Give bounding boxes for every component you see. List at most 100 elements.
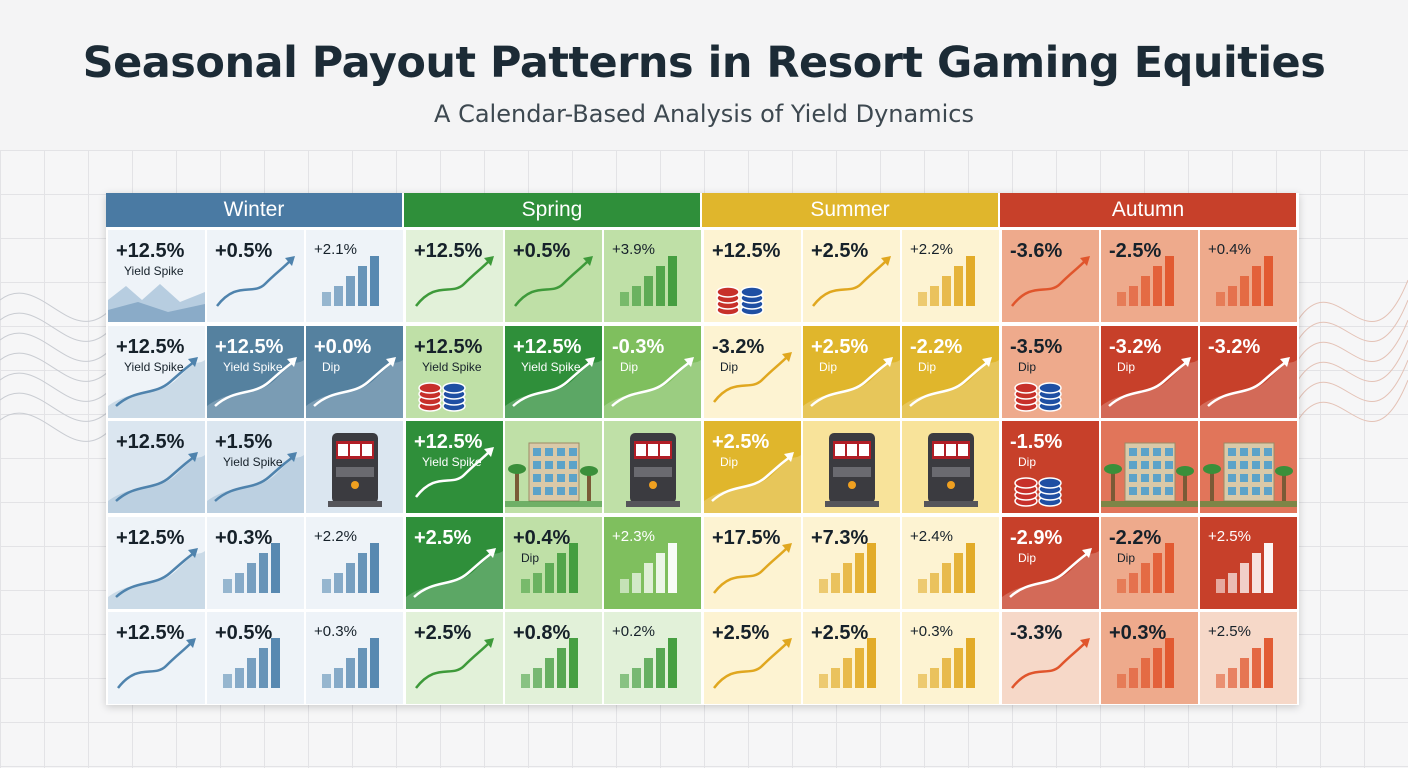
yield-value: +7.3% — [811, 526, 869, 549]
yield-value: +2.5% — [811, 622, 869, 644]
yield-cell: -3.3% — [1002, 612, 1099, 704]
yield-value: +12.5% — [215, 335, 284, 358]
yield-cell — [505, 421, 602, 513]
wave-decoration-left — [0, 292, 110, 442]
yield-value: -2.2% — [1109, 526, 1162, 549]
bar-chart-icon — [918, 638, 975, 688]
yield-label: Yield Spike — [124, 264, 184, 278]
cell-graphic — [1117, 542, 1174, 593]
trend-line-icon — [812, 256, 891, 307]
yield-value: -3.2% — [1208, 335, 1261, 358]
resort-hotel-icon — [505, 442, 602, 507]
cell-graphic — [223, 638, 280, 688]
yield-value: -3.6% — [1010, 240, 1063, 262]
yield-value: +2.2% — [314, 527, 357, 545]
yield-value: -2.5% — [1109, 240, 1162, 262]
yield-value: +2.5% — [414, 622, 472, 644]
yield-label: Yield Spike — [521, 359, 581, 374]
trend-area-icon — [902, 356, 999, 418]
yield-value: +12.5% — [712, 240, 781, 262]
yield-cell: +0.4% — [1200, 230, 1297, 322]
cell-graphic — [716, 286, 764, 316]
yield-cell: +12.5% — [108, 516, 205, 609]
yield-cell: +2.5% — [803, 230, 900, 322]
yield-label: Yield Spike — [223, 455, 283, 469]
yield-value: +2.5% — [1208, 623, 1251, 640]
cell-graphic — [918, 256, 975, 306]
trend-area-icon — [207, 356, 304, 418]
cell-graphic — [1011, 638, 1090, 689]
yield-value: -0.3% — [612, 335, 665, 358]
yield-value: +0.4% — [513, 526, 571, 549]
yield-cell: +2.2% — [306, 516, 403, 609]
yield-value: +2.5% — [414, 526, 472, 549]
yield-value: +2.1% — [314, 241, 357, 258]
yield-cell — [1101, 421, 1198, 513]
yield-label: Dip — [521, 550, 540, 565]
yield-cell: +0.5% — [505, 230, 602, 322]
yield-value: -3.2% — [712, 335, 765, 358]
yield-value: +0.5% — [215, 622, 273, 644]
yield-value: +2.2% — [910, 241, 953, 258]
yield-value: +0.3% — [910, 623, 953, 640]
yield-value: -3.5% — [1010, 335, 1063, 358]
casino-chips-icon — [1014, 477, 1062, 507]
bar-chart-icon — [1216, 638, 1273, 688]
yield-value: +12.5% — [513, 335, 582, 358]
yield-cell: +0.2% — [604, 612, 701, 704]
yield-cell: +12.5% Yield Spike — [108, 230, 205, 322]
season-header-spring: Spring — [404, 193, 700, 227]
trend-line-icon — [713, 638, 792, 689]
cell-graphic — [819, 542, 876, 593]
yield-label: Dip — [918, 359, 937, 374]
yield-cell: +12.5% — [406, 230, 503, 322]
bar-chart-icon — [521, 542, 578, 593]
yield-label: Yield Spike — [223, 359, 283, 374]
yield-cell: +2.5% — [803, 612, 900, 704]
cell-graphic — [1200, 356, 1297, 418]
yield-value: +0.5% — [513, 240, 571, 262]
yield-cell: +0.3% — [306, 612, 403, 704]
mountain-icon — [108, 284, 205, 322]
yield-value: +2.5% — [712, 431, 770, 453]
yield-cell — [902, 421, 999, 513]
yield-value: +12.5% — [116, 526, 185, 549]
yield-cell: +0.3% — [207, 516, 304, 609]
yield-label: Dip — [819, 359, 838, 374]
cell-graphic — [514, 256, 593, 307]
cell-graphic — [620, 542, 677, 593]
cell-graphic — [328, 433, 382, 507]
slot-machine-icon — [924, 433, 978, 507]
cell-graphic — [713, 638, 792, 689]
yield-label: Dip — [720, 359, 739, 374]
cell-graphic — [108, 284, 205, 322]
cell-graphic — [322, 542, 379, 593]
cell-graphic — [1117, 256, 1174, 306]
bar-chart-icon — [620, 256, 677, 306]
cell-graphic — [415, 638, 494, 689]
season-header-autumn: Autumn — [1000, 193, 1296, 227]
cell-graphic — [819, 638, 876, 688]
yield-value: +12.5% — [414, 335, 483, 358]
yield-cell: +2.5% — [1200, 612, 1297, 704]
cell-graphic — [713, 351, 792, 403]
bar-chart-icon — [322, 256, 379, 306]
cell-graphic — [1014, 477, 1062, 507]
cell-graphic — [1216, 256, 1273, 306]
bar-chart-icon — [620, 542, 677, 593]
cell-graphic — [505, 356, 602, 418]
page-title: Seasonal Payout Patterns in Resort Gamin… — [82, 38, 1326, 88]
cell-graphic — [415, 447, 494, 498]
cell-graphic — [207, 452, 304, 513]
yield-value: +12.5% — [116, 431, 185, 453]
yield-value: +0.0% — [314, 335, 372, 358]
yield-value: +3.9% — [612, 241, 655, 258]
yield-cell: +7.3% — [803, 516, 900, 609]
yield-cell: +12.5% Yield Spike — [406, 421, 503, 513]
yield-cell: +2.5% — [406, 516, 503, 609]
bar-chart-icon — [223, 542, 280, 593]
trend-area-icon — [207, 452, 304, 513]
page-subtitle: A Calendar-Based Analysis of Yield Dynam… — [434, 100, 974, 128]
trend-area-icon — [1101, 356, 1198, 418]
yield-cell: -3.6% — [1002, 230, 1099, 322]
